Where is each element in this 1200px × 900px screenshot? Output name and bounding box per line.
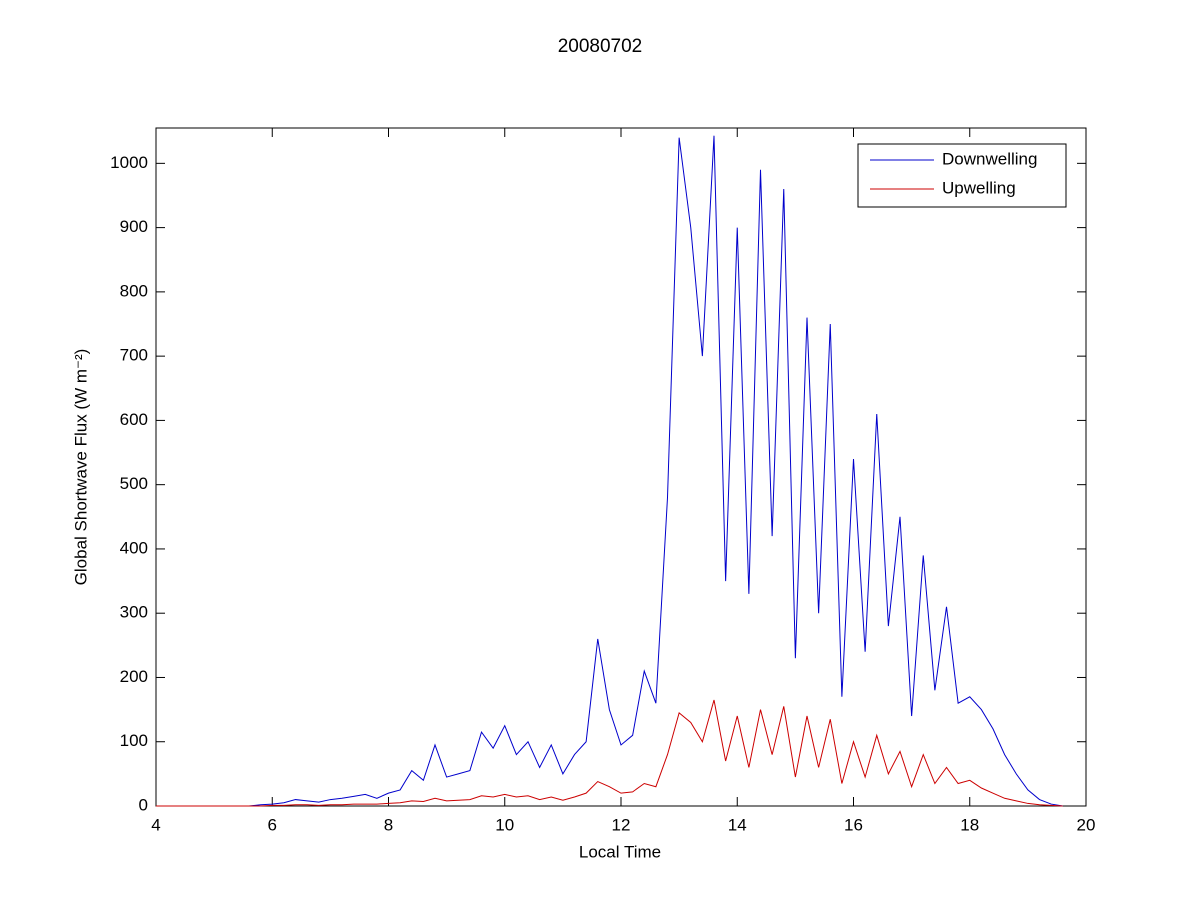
- x-tick-label: 20: [1077, 815, 1096, 834]
- y-tick-label: 1000: [110, 153, 148, 172]
- y-tick-label: 200: [120, 667, 148, 686]
- y-tick-label: 300: [120, 603, 148, 622]
- y-tick-label: 0: [139, 795, 148, 814]
- y-tick-label: 800: [120, 281, 148, 300]
- x-axis-label: Local Time: [579, 842, 661, 861]
- data-line: [156, 135, 1063, 807]
- y-tick-label: 700: [120, 346, 148, 365]
- y-tick-label: 400: [120, 538, 148, 557]
- x-tick-label: 10: [495, 815, 514, 834]
- legend-box: [857, 143, 1067, 208]
- y-tick-label: 600: [120, 410, 148, 429]
- legend-label: Upwelling: [942, 178, 1016, 197]
- y-tick-label: 900: [120, 217, 148, 236]
- y-tick-label: 500: [120, 474, 148, 493]
- chart-title: 20080702: [558, 36, 643, 57]
- y-axis-label: Global Shortwave Flux (W m⁻²): [71, 349, 90, 586]
- x-tick-label: 16: [844, 815, 863, 834]
- x-tick-label: 6: [268, 815, 277, 834]
- x-tick-label: 8: [384, 815, 393, 834]
- x-tick-label: 18: [960, 815, 979, 834]
- legend-label: Downwelling: [942, 149, 1037, 168]
- x-tick-label: 12: [612, 815, 631, 834]
- x-tick-label: 14: [728, 815, 747, 834]
- data-line: [156, 699, 1063, 807]
- x-tick-label: 4: [151, 815, 160, 834]
- y-tick-label: 100: [120, 731, 148, 750]
